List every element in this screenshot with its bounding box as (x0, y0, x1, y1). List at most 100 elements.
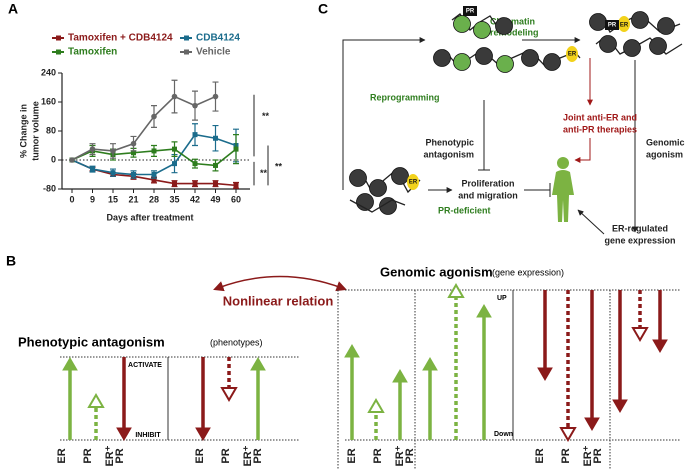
receptor-label: ER (534, 448, 546, 463)
data-point (213, 162, 218, 168)
nucleosome (475, 47, 493, 65)
receptor-label: ER⁺ (242, 445, 254, 466)
y-tick-label: 0 (51, 154, 56, 164)
data-point (192, 132, 198, 138)
label: Genomic (646, 137, 685, 147)
heading: Genomic agonism (380, 264, 493, 279)
arrow-head (250, 357, 266, 371)
label: Proliferation (461, 178, 514, 188)
dna (349, 199, 406, 213)
data-point (110, 170, 116, 176)
receptor-label: ER (56, 448, 68, 463)
nucleosome (391, 167, 409, 185)
receptor-label: ER (346, 448, 358, 463)
arrow-head (652, 339, 668, 353)
x-axis-label: Days after treatment (106, 212, 193, 222)
series-line (71, 95, 216, 161)
arrow-head (367, 398, 385, 413)
receptor-label: PR (114, 448, 126, 463)
legend-label: Tamoxifen + CDB4124 (68, 33, 173, 44)
double-arrow (213, 275, 347, 292)
legend-label: Vehicle (196, 47, 231, 58)
label: Reprogramming (370, 92, 440, 102)
y-tick-label: 80 (46, 125, 56, 135)
heading: Phenotypic antagonism (18, 334, 165, 349)
nucleosome (543, 53, 561, 71)
receptor-label: PR (372, 448, 384, 463)
level-label: INHIBIT (135, 432, 161, 439)
annotation: ** (260, 168, 268, 178)
tag-label: ER (409, 180, 418, 186)
arrow-head (422, 357, 438, 371)
nucleosome (589, 13, 607, 31)
annotation: ** (275, 162, 283, 172)
label: and migration (458, 190, 518, 200)
er-tag (407, 174, 419, 190)
receptor-label: ER⁺ (394, 445, 406, 466)
x-tick-label: 42 (190, 194, 200, 204)
label: remodeling (490, 27, 539, 37)
arrow-head (87, 393, 105, 408)
note: (gene expression) (492, 267, 564, 277)
er-tag (566, 46, 578, 62)
arrow-head (220, 387, 238, 402)
annotation: ** (262, 111, 270, 121)
nucleosome (496, 55, 514, 73)
arrow (577, 209, 605, 235)
data-point (213, 181, 218, 187)
data-point (233, 146, 239, 152)
tag-label: PR (608, 23, 617, 29)
data-point (151, 148, 157, 154)
arrow-head (612, 399, 628, 413)
x-tick-label: 60 (231, 194, 241, 204)
label: Joint anti-ER and (563, 112, 637, 122)
label: agonism (646, 149, 683, 159)
data-point (171, 93, 178, 100)
arrow (342, 37, 426, 190)
data-point (213, 135, 218, 141)
arrow-head (116, 427, 132, 441)
relation: Nonlinear relation (223, 293, 334, 308)
legend-swatch (56, 49, 61, 55)
y-axis-label: % Change in (18, 104, 28, 158)
nucleosome (623, 39, 641, 57)
x-tick-label: 0 (69, 194, 74, 204)
arrow-head (476, 304, 492, 318)
panel-label: A (8, 1, 18, 17)
arrow-head (537, 367, 553, 381)
frame (60, 289, 680, 470)
arrow-head (344, 344, 360, 358)
data-point (69, 157, 75, 163)
legend-label: CDB4124 (196, 33, 240, 44)
data-point (192, 102, 198, 109)
y-axis-label: tumor volume (30, 101, 40, 161)
receptor-label: ER (194, 448, 206, 463)
receptor-label: PR (220, 448, 232, 463)
arrow-head (195, 427, 211, 441)
data-point (110, 148, 116, 154)
tag-label: PR (466, 9, 475, 15)
arrow-head (447, 283, 465, 298)
receptor-label: PR (82, 448, 94, 463)
nucleosome (433, 49, 451, 67)
legend-label: Tamoxifen (68, 47, 117, 58)
nucleosome (631, 11, 649, 29)
x-tick-label: 35 (169, 194, 179, 204)
nucleosome (349, 169, 367, 187)
data-point (192, 181, 198, 187)
figure-body (552, 170, 574, 222)
nucleosome (599, 35, 617, 53)
data-point (151, 172, 157, 177)
receptor-label: ER⁺ (104, 445, 116, 466)
receptor-label: PR (404, 448, 416, 463)
receptor-label: PR (560, 448, 572, 463)
arrow (574, 138, 591, 163)
receptor-label: PR (592, 448, 604, 463)
panel-label: B (6, 253, 16, 269)
x-tick-label: 15 (108, 194, 118, 204)
nucleosome (453, 53, 471, 71)
data-point (172, 181, 177, 187)
nucleosome (521, 49, 539, 67)
y-tick-label: -80 (43, 183, 56, 193)
label: Phenotypic (425, 137, 474, 147)
